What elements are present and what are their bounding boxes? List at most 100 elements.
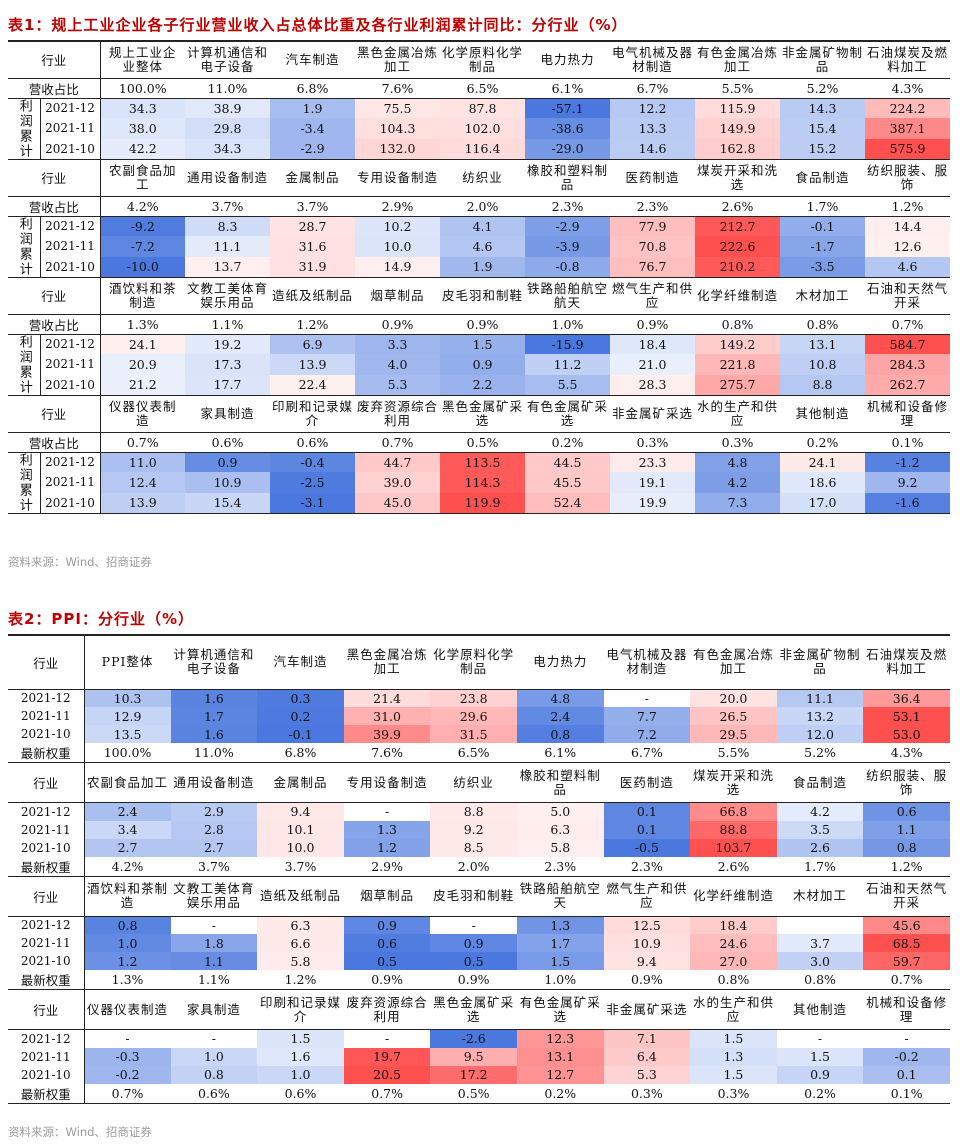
ppi-cell: 0.5 <box>343 952 431 970</box>
profit-growth-cell: -3.5 <box>780 256 866 278</box>
profit-growth-cell: 28.3 <box>610 374 696 396</box>
table-row: 2021-11 -0.3 1.0 1.6 19.7 9.5 13.1 6.4 1.3 1.5 -0.… <box>8 1047 950 1066</box>
row-date: 2021-10 <box>40 138 101 160</box>
ppi-cell: - <box>125 1031 130 1047</box>
table-row: 2021-10 21.2 17.7 22.4 5.3 2.2 5.5 28.3 275.7 8.8… <box>8 374 951 396</box>
weight-value: 6.7% <box>603 743 691 763</box>
profit-growth-cell: 13.7 <box>185 256 271 278</box>
industry-name: 铁路船舶航空航天 <box>525 277 611 315</box>
profit-growth-cell: 1.9 <box>270 98 356 119</box>
profit-growth-cell: 19.9 <box>610 492 696 514</box>
table-row: 2021-12 0.8 - 6.3 0.9 - 1.3 12.5 18.4 45.6 <box>8 916 950 934</box>
ppi-cell: 0.3 <box>257 689 344 707</box>
weight-value: 1.2% <box>863 856 950 877</box>
weight-value: 0.7% <box>343 1083 431 1104</box>
ppi-cell: 10.3 <box>84 689 171 707</box>
ppi-cell: 3.0 <box>776 952 864 970</box>
revenue-share: 0.7% <box>100 432 186 453</box>
industry-name: 废弃资源综合利用 <box>343 989 431 1030</box>
industry-header-row: 行业 酒饮料和茶制造 文教工美体育娱乐用品 造纸及纸制品 烟草制品 皮毛羽和制鞋 铁路船舶航… <box>8 277 951 315</box>
profit-growth-cell: 24.1 <box>780 452 866 473</box>
ppi-cell: 2.4 <box>84 802 171 821</box>
profit-growth-cell: -3.1 <box>270 492 356 514</box>
row-date: 2021-12 <box>40 334 101 355</box>
ppi-cell: 0.8 <box>863 838 950 857</box>
profit-growth-cell: -57.1 <box>525 98 611 119</box>
revenue-share: 4.3% <box>865 78 951 99</box>
profit-growth-cell: 212.7 <box>695 216 781 237</box>
profit-growth-cell: -1.6 <box>865 492 951 514</box>
profit-growth-cell: 114.3 <box>440 472 526 493</box>
profit-label: 利润累计 <box>8 334 41 396</box>
ppi-cell: 0.1 <box>863 1065 950 1084</box>
industry-name: 皮毛羽和制鞋 <box>440 277 526 315</box>
industry-name: 化学原料化学制品 <box>430 634 517 690</box>
profit-growth-cell: 45.5 <box>525 472 611 493</box>
industry-name: 医药制造 <box>603 762 691 803</box>
profit-growth-cell: 10.2 <box>355 216 441 237</box>
weight-row: 最新权重 1.3% 1.1% 1.2% 0.9% 0.9% 1.0% 0.9% 0.8% 0.8%… <box>8 970 950 990</box>
revenue-share: 2.3% <box>610 196 696 217</box>
industry-name: 计算机通信和电子设备 <box>170 634 258 690</box>
row-date: 2021-10 <box>8 725 85 743</box>
revenue-share: 7.6% <box>355 78 441 99</box>
profit-growth-cell: 119.9 <box>440 492 526 514</box>
weight-label: 最新权重 <box>8 856 85 877</box>
profit-growth-cell: 149.9 <box>695 118 781 139</box>
share-label: 营收占比 <box>8 196 101 217</box>
ppi-cell: 7.1 <box>603 1029 691 1048</box>
profit-growth-cell: 1.9 <box>440 256 526 278</box>
profit-growth-cell: 17.3 <box>185 354 271 375</box>
ppi-cell: 7.2 <box>603 725 691 743</box>
revenue-share: 0.2% <box>780 432 866 453</box>
profit-growth-cell: 44.5 <box>525 452 611 473</box>
ppi-cell: 1.8 <box>170 934 258 952</box>
revenue-share: 1.1% <box>185 314 271 335</box>
ppi-cell: 6.4 <box>603 1047 691 1066</box>
table-row: 2021-11 12.9 1.7 0.2 31.0 29.6 2.4 7.7 26.5 13.2 5… <box>8 707 950 725</box>
ppi-cell: 4.8 <box>516 689 604 707</box>
revenue-share: 0.5% <box>440 432 526 453</box>
industry-name: 皮毛羽和制鞋 <box>430 876 517 917</box>
profit-growth-cell: -1.2 <box>865 452 951 473</box>
ppi-cell: 11.1 <box>776 689 864 707</box>
revenue-share-row: 营收占比 0.7% 0.6% 0.6% 0.7% 0.5% 0.2% 0.3% 0.3% 0.2%… <box>8 432 951 453</box>
weight-value: 0.8% <box>776 970 864 990</box>
table-row: 2021-10 42.2 34.3 -2.9 132.0 116.4 -29.0 14.6 16… <box>8 138 951 160</box>
profit-growth-cell: 20.9 <box>100 354 186 375</box>
ppi-cell: 1.3 <box>690 1047 777 1066</box>
ppi-cell: 10.1 <box>257 820 344 839</box>
profit-growth-cell: 7.3 <box>695 492 781 514</box>
ppi-cell: 2.6 <box>776 838 864 857</box>
ppi-cell: 0.9 <box>430 934 517 952</box>
industry-name: 铁路船舶航空天 <box>516 876 604 917</box>
profit-growth-cell: 21.2 <box>100 374 186 396</box>
industry-name: 纺织服装、服饰 <box>863 762 950 803</box>
weight-value: 6.1% <box>516 743 604 763</box>
row-date: 2021-11 <box>40 118 101 139</box>
industry-name: 其他制造 <box>780 395 866 433</box>
ppi-cell: 3.7 <box>776 934 864 952</box>
profit-growth-cell: 3.3 <box>355 334 441 355</box>
ppi-cell: 6.3 <box>516 820 604 839</box>
table-row: 利润累计 2021-12 11.0 0.9 -0.4 44.7 113.5 44.5 23.3 4… <box>8 452 951 514</box>
profit-growth-cell: 4.2 <box>695 472 781 493</box>
table-row: 2021-10 2.7 2.7 10.0 1.2 8.5 5.8 -0.5 103.7 2.6 0.… <box>8 838 950 857</box>
profit-growth-cell: 104.3 <box>355 118 441 139</box>
table2-title: 表2：PPI：分行业（%） <box>8 610 195 628</box>
ppi-cell: 0.1 <box>603 802 691 821</box>
ppi-cell: 21.4 <box>343 689 431 707</box>
industry-name: 食品制造 <box>780 159 866 197</box>
ppi-cell: 0.8 <box>84 916 171 934</box>
revenue-share: 2.9% <box>355 196 441 217</box>
profit-growth-cell: -0.4 <box>270 452 356 473</box>
weight-row: 最新权重 0.7% 0.6% 0.6% 0.7% 0.5% 0.2% 0.3% 0.3% 0.2%… <box>8 1083 950 1104</box>
ppi-cell: 2.7 <box>84 838 171 857</box>
industry-name: 燃气生产和供应 <box>603 876 691 917</box>
profit-growth-cell: 34.3 <box>100 98 186 119</box>
row-date: 2021-10 <box>40 374 101 396</box>
industry-header-row: 行业 PPI整体 计算机通信和电子设备 汽车制造 黑色金属冶炼加工 化学原料化学制品 电力热… <box>8 634 950 690</box>
profit-growth-cell: 17.0 <box>780 492 866 514</box>
revenue-share: 0.8% <box>780 314 866 335</box>
ppi-cell: 12.3 <box>516 1029 604 1048</box>
